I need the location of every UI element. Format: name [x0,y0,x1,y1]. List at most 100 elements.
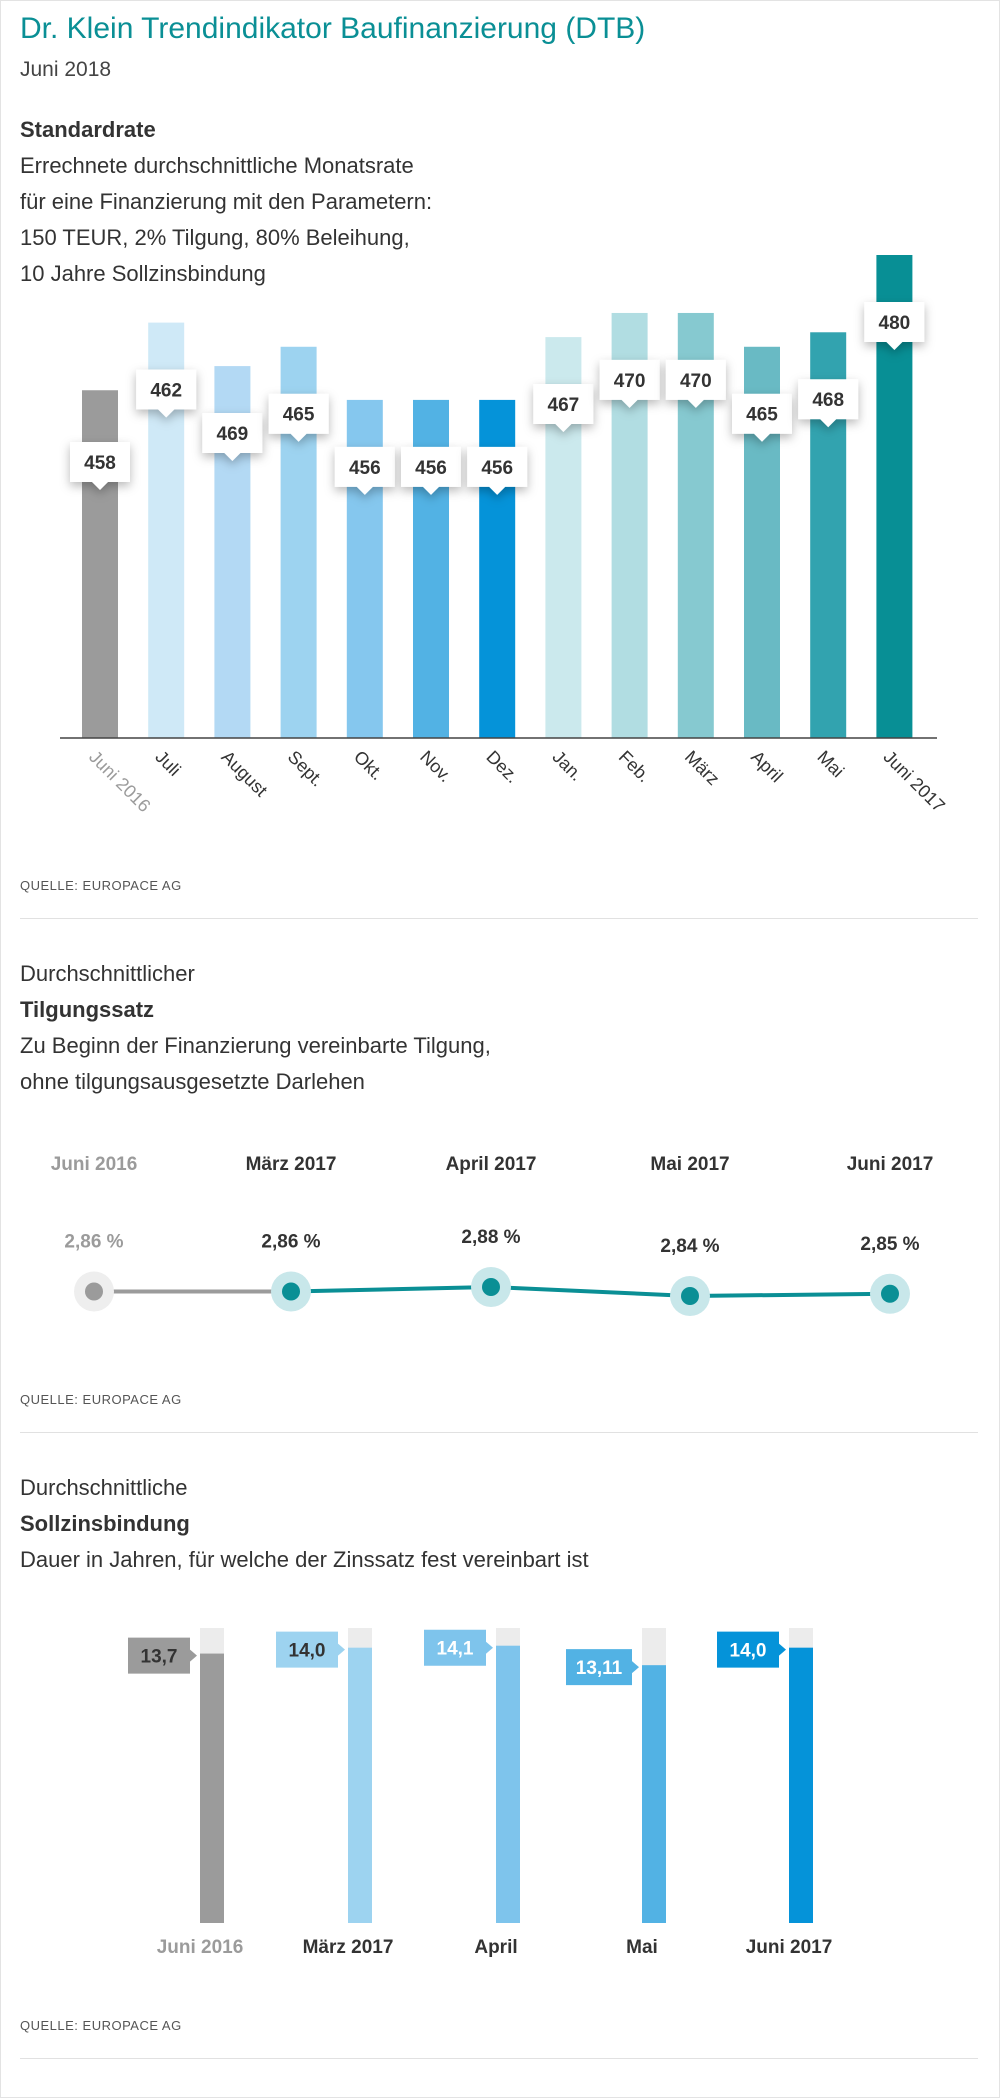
tilgungssatz-pre: Durchschnittlicher [20,961,195,986]
rate-value-callout [467,446,528,495]
tilgungssatz-line-1: Zu Beginn der Finanzierung vereinbarte T… [20,1033,491,1058]
sollzinsbindung-description: Durchschnittliche Sollzinsbindung Dauer … [20,1470,589,1578]
standardrate-line-3: 150 TEUR, 2% Tilgung, 80% Beleihung, [20,225,410,250]
sollzins-category-label: März 2017 [303,1937,394,1958]
sollzins-value-label: 14,0 [289,1641,326,1662]
rate-category-label: Dez. [482,747,522,787]
tilgung-value-label: 2,88 % [461,1227,520,1248]
rate-value-callout [70,442,130,491]
divider [20,1432,978,1433]
rate-category-label: Okt. [350,747,387,784]
rate-category-label: Juni 2017 [880,747,949,816]
rate-value-label: 458 [84,453,116,474]
sollzins-category-label: April [474,1937,517,1958]
rate-value-label: 470 [680,371,712,392]
rate-category-label: Sept. [284,747,328,791]
rate-value-label: 465 [746,405,778,426]
sollzinsbindung-line-1: Dauer in Jahren, für welche der Zinssatz… [20,1547,589,1572]
sollzins-bar [200,1653,224,1923]
tilgungssatz-line-2: ohne tilgungsausgesetzte Darlehen [20,1069,365,1094]
rate-category-label: Nov. [416,747,455,786]
rate-value-callout [599,359,660,408]
tilgung-value-label: 2,86 % [261,1232,320,1253]
tilgung-category-label: April 2017 [446,1154,537,1175]
rate-category-label: Mai [813,747,848,782]
rate-value-label: 480 [879,313,911,334]
rate-value-callout [136,369,197,418]
tilgung-value-label: 2,85 % [860,1234,919,1255]
sollzins-value-label: 13,11 [576,1658,623,1679]
tilgung-point [282,1282,300,1301]
tilgung-point [85,1282,103,1301]
rate-value-label: 470 [614,371,646,392]
rate-value-callout [732,393,792,442]
tilgungssatz-heading: Tilgungssatz [20,997,155,1022]
rate-category-label: Juli [151,747,184,780]
sollzins-category-label: Juni 2016 [157,1937,244,1958]
rate-category-label: Jan. [549,747,587,785]
sollzins-bar [642,1665,666,1923]
tilgung-category-label: März 2017 [246,1154,337,1175]
rate-value-callout [202,413,263,462]
standardrate-heading: Standardrate [20,117,156,142]
tilgungssatz-description: Durchschnittlicher Tilgungssatz Zu Begin… [20,956,491,1100]
sollzins-bar [789,1647,813,1923]
divider [20,918,978,919]
sollzins-value-label: 13,7 [141,1647,178,1668]
sollzins-value-label: 14,0 [730,1641,767,1662]
rate-value-callout [665,359,726,408]
standardrate-description: Standardrate Errechnete durchschnittlich… [20,112,432,292]
tilgungssatz-source: QUELLE: EUROPACE AG [20,1392,182,1407]
tilgung-point [482,1278,500,1296]
sollzins-value-callout [424,1629,493,1666]
rate-category-label: August [218,747,272,801]
rate-value-label: 468 [812,390,844,411]
sollzins-value-label: 14,1 [437,1639,474,1660]
sollzinsbindung-heading: Sollzinsbindung [20,1511,190,1536]
sollzins-bar [496,1645,520,1923]
sollzins-value-callout [128,1637,197,1674]
rate-value-callout [268,393,329,442]
page-subtitle: Juni 2018 [20,58,112,81]
tilgung-value-label: 2,86 % [64,1232,123,1253]
rate-value-label: 456 [415,458,447,479]
tilgungssatz-line-chart: Juni 2016 März 2017 April 2017 Mai 2017 Juni… [51,1154,934,1316]
tilgung-category-label: Juni 2016 [51,1154,138,1175]
sollzins-category-label: Mai [626,1937,658,1958]
standardrate-source: QUELLE: EUROPACE AG [20,878,182,893]
standardrate-line-1: Errechnete durchschnittliche Monatsrate [20,153,414,178]
standardrate-line-2: für eine Finanzierung mit den Parametern… [20,189,433,214]
rate-category-label: Juni 2016 [85,747,154,816]
tilgung-point [881,1284,899,1303]
sollzins-bar [348,1647,372,1923]
tilgung-point [681,1287,699,1305]
rate-value-callout [864,301,925,350]
rate-category-label: April [747,747,787,787]
rate-value-label: 456 [349,458,381,479]
rate-value-label: 469 [217,424,249,445]
sollzinsbindung-bar-chart: 13,7 Juni 2016 14,0 März 2017 14,1 April 13,11… [128,1628,833,1958]
sollzins-category-label: Juni 2017 [746,1937,833,1958]
rate-value-label: 465 [283,405,315,426]
sollzins-value-callout [717,1631,786,1668]
rate-category-label: Feb. [615,747,655,787]
rate-value-callout [533,384,594,433]
sollzinsbindung-source: QUELLE: EUROPACE AG [20,2018,182,2033]
divider [20,2058,978,2059]
rate-value-label: 467 [548,395,580,416]
rate-value-callout [798,379,859,428]
rate-value-callout [334,446,395,495]
sollzins-value-callout [566,1649,639,1686]
rate-category-label: März [681,747,723,789]
tilgung-value-label: 2,84 % [660,1236,719,1257]
rate-value-callout [401,446,461,495]
sollzins-value-callout [276,1631,345,1668]
sollzinsbindung-pre: Durchschnittliche [20,1475,188,1500]
tilgung-line-current [290,1284,891,1299]
tilgung-category-label: Mai 2017 [650,1154,729,1175]
rate-value-label: 462 [150,381,182,402]
page-title: Dr. Klein Trendindikator Baufinanzierung… [20,12,646,45]
rate-value-label: 456 [481,458,513,479]
tilgung-category-label: Juni 2017 [847,1154,934,1175]
